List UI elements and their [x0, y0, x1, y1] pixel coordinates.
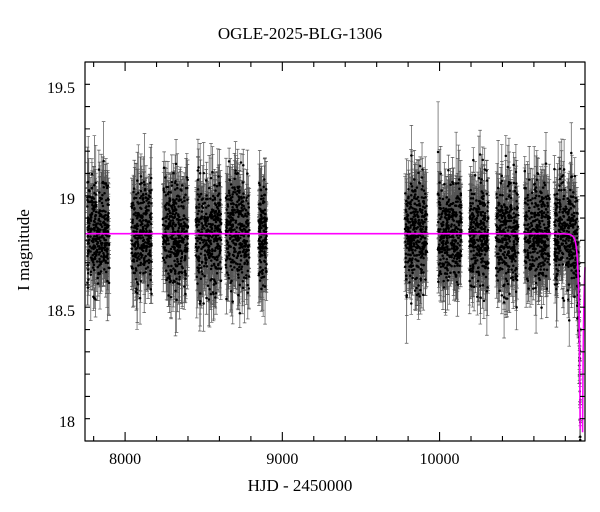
y-tick-label: 19	[59, 191, 75, 209]
x-axis-label: HJD - 2450000	[247, 476, 353, 495]
x-tick-label: 8000	[109, 451, 142, 468]
y-tick-label: 18	[59, 414, 75, 432]
y-tick-label: 18.5	[47, 302, 75, 320]
chart-title: OGLE-2025-BLG-1306	[217, 24, 383, 43]
x-tick-label: 9000	[266, 451, 299, 468]
x-tick-label: 10000	[419, 451, 460, 468]
y-tick-label: 19.5	[47, 79, 75, 97]
